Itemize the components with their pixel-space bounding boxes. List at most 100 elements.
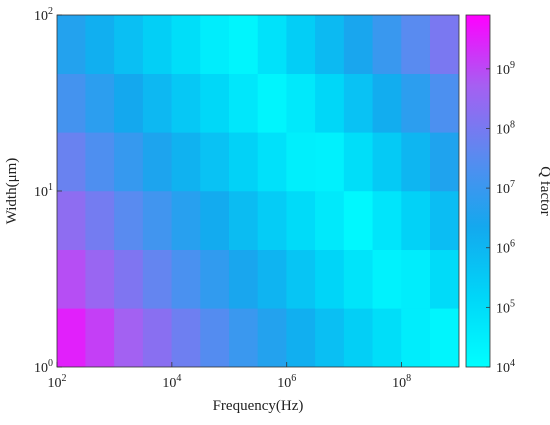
heatmap-cell [315, 73, 345, 133]
heatmap-cell [228, 249, 259, 309]
y-tick-label: 102 [34, 6, 53, 24]
heatmap-cell [315, 190, 345, 251]
heatmap-cell [343, 15, 374, 75]
heatmap-cell [142, 73, 173, 133]
heatmap-cell [85, 190, 115, 251]
heatmap-cell [200, 190, 230, 251]
colorbar-tick-label: 105 [496, 298, 515, 316]
heatmap-cell [114, 132, 144, 192]
heatmap-cell [114, 15, 144, 75]
heatmap-cell [85, 15, 115, 75]
heatmap-cell [286, 132, 316, 192]
x-tick-label: 104 [162, 373, 181, 391]
heatmap-cell [286, 190, 316, 251]
heatmap-cell [142, 190, 173, 251]
heatmap-cell [401, 308, 431, 367]
heatmap-cell [257, 249, 288, 309]
heatmap-cell [401, 73, 431, 133]
heatmap-cell [85, 308, 115, 367]
heatmap-cell [85, 132, 115, 192]
heatmap-cell [142, 249, 173, 309]
heatmap-cell [343, 132, 374, 192]
heatmap-cell [171, 308, 201, 367]
colorbar-tick-label: 104 [496, 358, 515, 376]
heatmap-cell [372, 132, 402, 192]
heatmap-cell [142, 15, 173, 75]
heatmap-cell [429, 73, 459, 133]
heatmap-cell [315, 249, 345, 309]
colorbar-tick-label: 108 [496, 119, 515, 137]
heatmap-cell [200, 249, 230, 309]
heatmap-cell [57, 308, 87, 367]
heatmap-cell [142, 132, 173, 192]
heatmap-cell [228, 132, 259, 192]
y-tick-label: 101 [34, 182, 53, 200]
heatmap-cell [257, 73, 288, 133]
heatmap-cell [200, 73, 230, 133]
heatmap-cell [372, 73, 402, 133]
heatmap-cell [228, 190, 259, 251]
heatmap-cell [171, 15, 201, 75]
heatmap-cell [171, 73, 201, 133]
heatmap-cell [228, 308, 259, 367]
heatmap-cell [200, 15, 230, 75]
heatmap-cell [85, 249, 115, 309]
x-tick-label: 108 [392, 373, 411, 391]
heatmap-cell [85, 73, 115, 133]
colorbar-label: Q factor [537, 166, 550, 216]
heatmap-cell [228, 15, 259, 75]
heatmap-cell [372, 190, 402, 251]
heatmap-cell [286, 249, 316, 309]
heatmap-cell [315, 132, 345, 192]
heatmap-cell [171, 249, 201, 309]
x-axis-label: Frequency(Hz) [213, 398, 304, 414]
heatmap-cell [286, 15, 316, 75]
heatmap-cell [401, 132, 431, 192]
heatmap-cell [257, 190, 288, 251]
heatmap-cell [343, 308, 374, 367]
heatmap-cell [429, 15, 459, 75]
heatmap-cell [171, 190, 201, 251]
heatmap-cell [372, 308, 402, 367]
y-tick-label: 100 [34, 358, 53, 376]
x-tick-label: 102 [48, 373, 67, 391]
heatmap-cell [57, 15, 87, 75]
heatmap-cell [343, 249, 374, 309]
heatmap-cell [171, 132, 201, 192]
heatmap-cell [315, 15, 345, 75]
heatmap-cell [257, 15, 288, 75]
x-tick-label: 106 [277, 373, 296, 391]
heatmap-cell [429, 308, 459, 367]
heatmap-cell [429, 190, 459, 251]
heatmap-cell [401, 15, 431, 75]
heatmap-cell [372, 15, 402, 75]
heatmap-cell [286, 308, 316, 367]
colorbar-tick-label: 107 [496, 179, 515, 197]
heatmap-cell [57, 132, 87, 192]
heatmap-cell [57, 73, 87, 133]
heatmap-cell [200, 132, 230, 192]
heatmap-cell [114, 249, 144, 309]
heatmap-cell [142, 308, 173, 367]
heatmap-cell [343, 73, 374, 133]
heatmap-cell [429, 132, 459, 192]
heatmap-cell [200, 308, 230, 367]
heatmap-cell [114, 190, 144, 251]
heatmap-cell [257, 308, 288, 367]
heatmap-cell [57, 249, 87, 309]
y-axis-label: Width(μm) [4, 158, 20, 225]
heatmap-cell [401, 249, 431, 309]
heatmap-cell [343, 190, 374, 251]
heatmap-cell [372, 249, 402, 309]
colorbar-tick-label: 106 [496, 239, 515, 257]
heatmap [57, 15, 459, 367]
heatmap-cell [401, 190, 431, 251]
heatmap-cell [429, 249, 459, 309]
colorbar-tick-label: 109 [496, 60, 515, 78]
colorbar [465, 14, 491, 368]
heatmap-cell [286, 73, 316, 133]
heatmap-cell [228, 73, 259, 133]
heatmap-cell [57, 190, 87, 251]
